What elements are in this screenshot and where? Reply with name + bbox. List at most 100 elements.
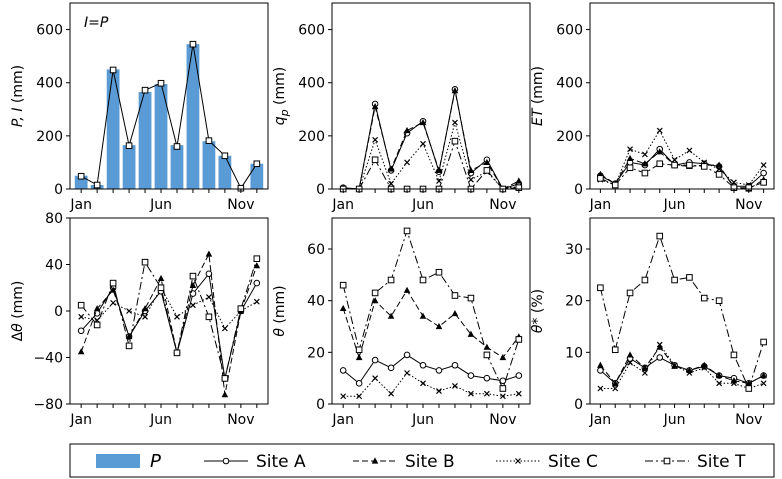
series-site-t-point-8 bbox=[700, 163, 708, 170]
y-tick-label: 20 bbox=[307, 345, 325, 361]
series-site-c-point-4 bbox=[641, 370, 648, 376]
series-site-t-point-7 bbox=[686, 274, 693, 281]
bar-5 bbox=[138, 92, 152, 189]
series-site-a-point-11 bbox=[499, 377, 507, 385]
series-site-t-point-9 bbox=[715, 171, 723, 178]
series-site-t-point-12 bbox=[515, 336, 523, 343]
series-site-a bbox=[77, 270, 261, 382]
series-site-a-point-12 bbox=[760, 169, 767, 177]
series-site-c-point-6 bbox=[671, 156, 678, 163]
x-tick-label: Nov bbox=[227, 412, 254, 428]
series-site-t-point-4 bbox=[387, 276, 395, 284]
series-site-b-point-11 bbox=[499, 353, 507, 361]
panel-5: 0 20 40 60 Jan Jun Nov θ (mm) bbox=[272, 217, 531, 428]
y-tick-label: 200 bbox=[556, 129, 583, 145]
y-tick-label: 10 bbox=[565, 345, 583, 361]
series-site-t-point-3 bbox=[626, 164, 634, 172]
series-site-a-point-5 bbox=[656, 354, 664, 361]
series-site-c-point-12 bbox=[760, 380, 767, 387]
series-site-a-point-6 bbox=[419, 361, 427, 369]
series-i-point-9 bbox=[205, 137, 213, 144]
series-site-t-point-9 bbox=[715, 297, 723, 304]
series-site-b-point-9 bbox=[467, 166, 475, 173]
y-tick-label: 80 bbox=[45, 211, 63, 227]
x-tick-label: Jan bbox=[331, 412, 354, 428]
series-site-c-point-9 bbox=[716, 166, 723, 172]
bar-9 bbox=[202, 141, 216, 189]
series-site-c-point-7 bbox=[436, 388, 442, 395]
series-site-c-point-10 bbox=[483, 390, 490, 397]
series-site-b-point-7 bbox=[435, 166, 443, 173]
series-site-t-point-11 bbox=[237, 305, 245, 312]
x-tick-label: Jun bbox=[411, 197, 434, 213]
series-site-a bbox=[339, 351, 523, 387]
x-tick-label: Nov bbox=[735, 412, 762, 428]
series-site-b-point-3 bbox=[371, 297, 379, 304]
y-tick-label: 200 bbox=[36, 129, 63, 145]
series-i-point-1 bbox=[77, 172, 85, 180]
series-site-c bbox=[597, 127, 767, 188]
series-site-t-point-6 bbox=[671, 161, 678, 169]
series-site-b-point-8 bbox=[451, 87, 459, 94]
legend-label: Site C bbox=[548, 452, 598, 472]
series-site-t-line bbox=[80, 258, 258, 379]
x-tick-label: Jun bbox=[149, 412, 172, 428]
series-site-c-point-4 bbox=[126, 308, 133, 314]
series-site-b-point-4 bbox=[387, 165, 395, 172]
legend-marker bbox=[663, 457, 671, 465]
series-site-c bbox=[78, 284, 260, 332]
series-site-t-point-1 bbox=[597, 175, 604, 182]
series-site-b-point-9 bbox=[467, 330, 475, 337]
series-site-t-point-10 bbox=[730, 351, 738, 359]
series-site-a-line bbox=[342, 354, 519, 385]
series-i bbox=[77, 40, 261, 192]
series-site-c-point-10 bbox=[731, 179, 737, 186]
series-site-b-point-5 bbox=[141, 305, 149, 312]
series-site-b-line bbox=[600, 346, 764, 385]
series-site-c-point-6 bbox=[420, 380, 426, 387]
series-site-c-point-8 bbox=[701, 364, 708, 371]
series-site-t-point-12 bbox=[760, 338, 767, 346]
series-site-c-point-10 bbox=[731, 380, 737, 387]
series-site-t-point-11 bbox=[499, 385, 507, 392]
y-tick-label: 40 bbox=[307, 294, 325, 310]
series-site-a-point-2 bbox=[355, 380, 363, 387]
series-site-t-point-1 bbox=[339, 281, 347, 289]
series-site-b-point-4 bbox=[641, 160, 649, 167]
y-tick-label: 0 bbox=[574, 397, 583, 413]
series-site-c-point-12 bbox=[760, 162, 767, 169]
panel-annotation: I=P bbox=[84, 15, 109, 31]
x-tick-label: Nov bbox=[735, 197, 762, 213]
x-tick-label: Jun bbox=[411, 412, 434, 428]
series-site-t-point-5 bbox=[403, 227, 411, 235]
series-site-c-point-7 bbox=[686, 147, 693, 154]
series-site-a bbox=[597, 145, 767, 190]
series-site-c-point-9 bbox=[467, 390, 474, 397]
series-site-c-point-5 bbox=[404, 370, 410, 376]
series-site-t bbox=[339, 227, 523, 392]
series-site-t-point-10 bbox=[483, 351, 491, 359]
series-site-t-line bbox=[599, 234, 765, 390]
bar-3 bbox=[106, 69, 120, 189]
series-site-c-line bbox=[343, 372, 519, 397]
legend-marker bbox=[515, 458, 521, 464]
legend-label: Site B bbox=[405, 452, 455, 472]
y-tick-label: 600 bbox=[298, 23, 325, 39]
series-site-c-point-7 bbox=[174, 313, 180, 320]
series-site-c-point-3 bbox=[372, 136, 379, 143]
y-axis-label: Δθ (mm) bbox=[10, 281, 26, 342]
series-site-c-point-2 bbox=[612, 385, 619, 392]
series-site-c-point-7 bbox=[436, 178, 442, 184]
series-site-a-point-5 bbox=[403, 351, 411, 359]
series-site-c-point-4 bbox=[641, 151, 648, 158]
series-site-b-point-4 bbox=[125, 332, 133, 340]
series-site-b-point-10 bbox=[483, 343, 491, 350]
series-site-t-point-11 bbox=[745, 385, 753, 392]
series-site-b bbox=[339, 286, 523, 361]
bar-6 bbox=[154, 84, 168, 189]
series-site-t-point-12 bbox=[760, 179, 767, 186]
series-site-c-line bbox=[343, 120, 519, 190]
series-site-a-point-4 bbox=[387, 364, 395, 372]
series-site-b-point-6 bbox=[157, 274, 165, 282]
y-axis-label: ET (mm) bbox=[530, 66, 546, 126]
